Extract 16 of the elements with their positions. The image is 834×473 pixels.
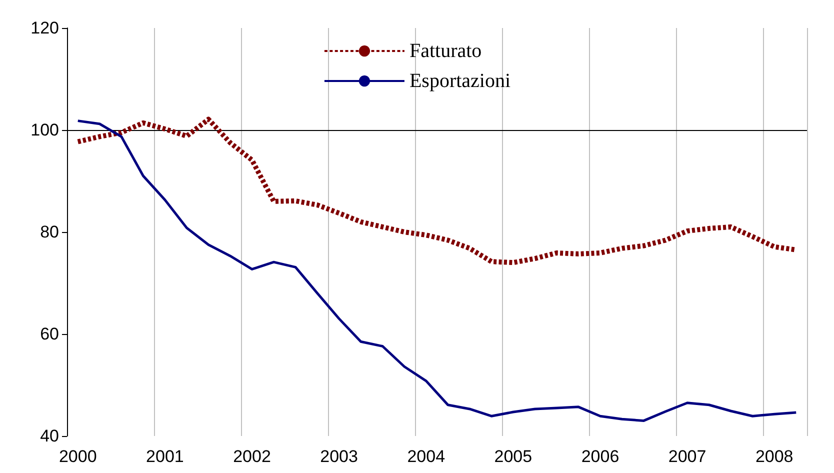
y-tick-label: 100 [30, 120, 59, 140]
legend-label: Esportazioni [409, 70, 511, 92]
y-tick-label: 40 [40, 426, 59, 446]
x-tick-label: 2004 [407, 447, 446, 466]
x-tick-label: 2005 [494, 447, 532, 466]
x-tick-label: 2006 [581, 447, 620, 466]
legend-label: Fatturato [409, 40, 482, 62]
x-tick-label: 2007 [668, 447, 706, 466]
x-tick-label: 2008 [755, 447, 794, 466]
y-tick-label: 120 [30, 18, 59, 38]
x-tick-label: 2000 [58, 447, 97, 466]
x-tick-label: 2002 [233, 447, 271, 466]
y-tick-label: 80 [40, 222, 59, 242]
x-tick-label: 2001 [146, 447, 184, 466]
y-tick-label: 60 [40, 324, 59, 344]
x-tick-label: 2003 [320, 447, 358, 466]
